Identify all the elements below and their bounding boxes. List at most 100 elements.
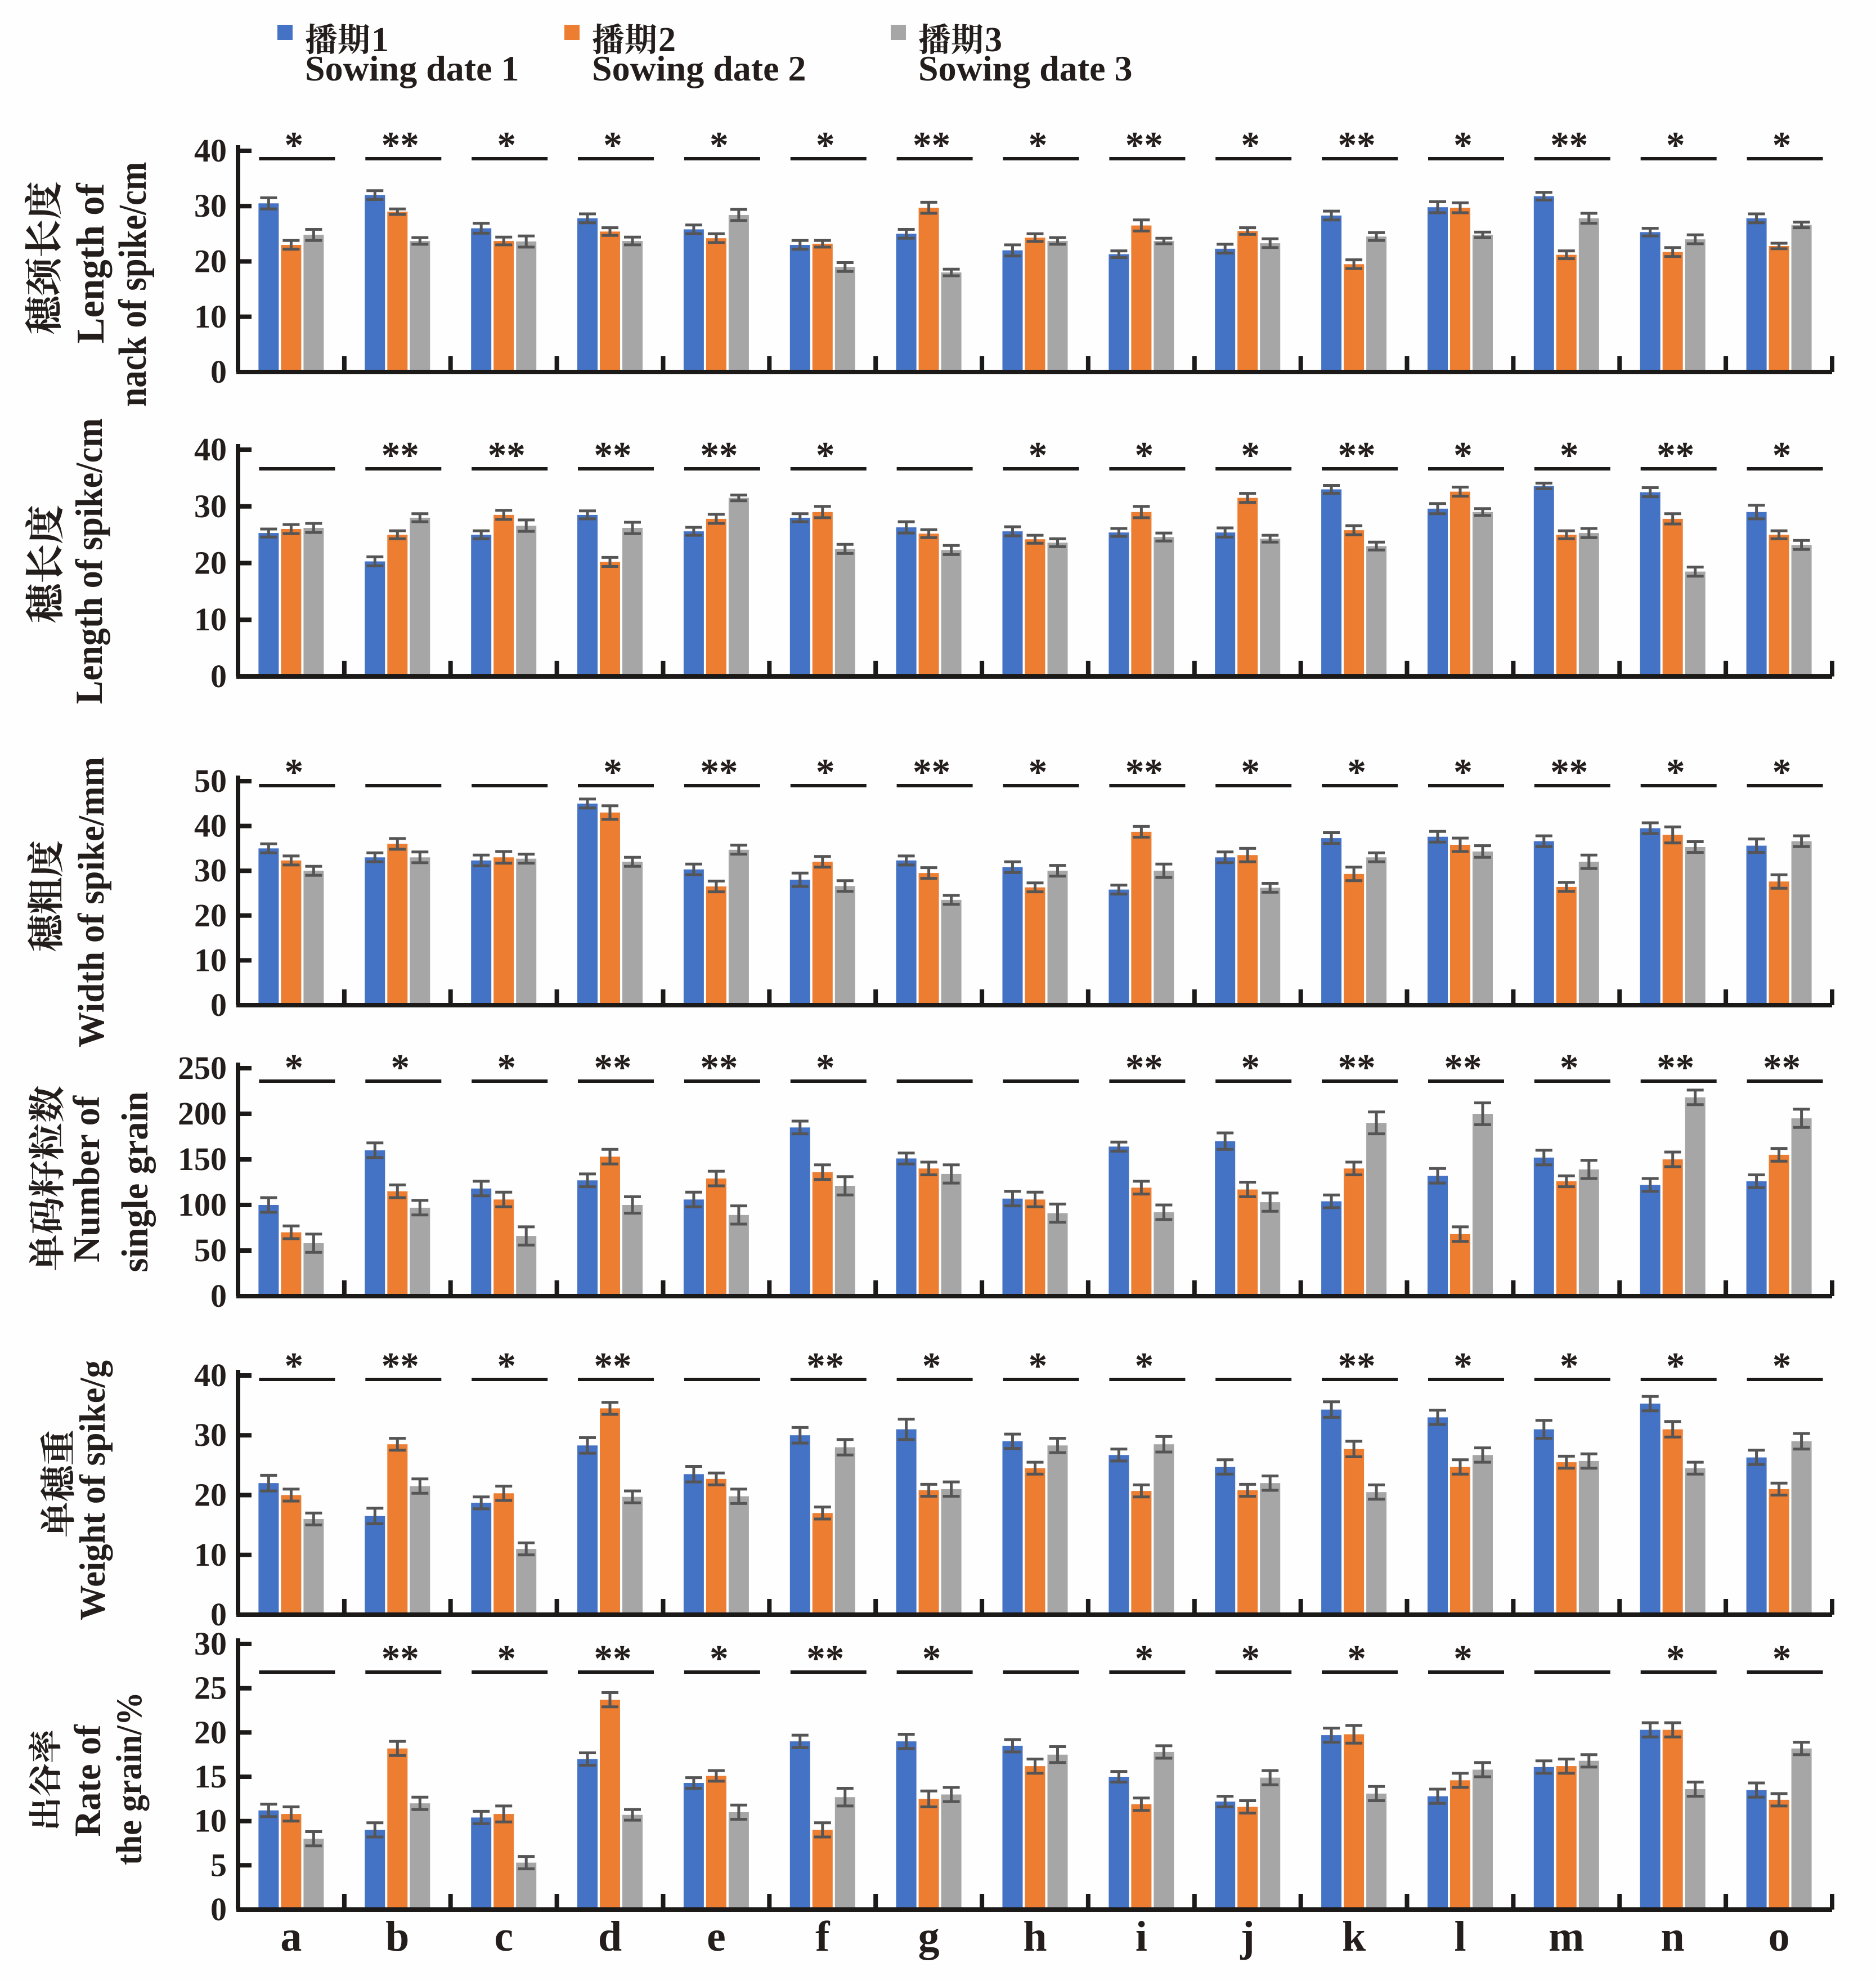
svg-text:j: j [1240, 1913, 1255, 1960]
svg-text:*: * [1347, 1638, 1366, 1679]
svg-text:*: * [603, 751, 622, 793]
svg-text:40: 40 [194, 1357, 227, 1393]
svg-text:10: 10 [194, 1536, 227, 1573]
svg-text:g: g [918, 1913, 940, 1960]
svg-text:*: * [1560, 1047, 1579, 1088]
svg-text:Weight of spike/g: Weight of spike/g [73, 1360, 113, 1620]
svg-text:f: f [815, 1913, 831, 1960]
svg-text:**: ** [806, 1345, 844, 1387]
svg-text:*: * [1241, 124, 1260, 166]
svg-text:**: ** [1657, 434, 1694, 476]
svg-text:*: * [1666, 1638, 1685, 1679]
svg-text:20: 20 [194, 897, 227, 934]
svg-text:k: k [1342, 1913, 1366, 1960]
svg-text:*: * [1135, 434, 1154, 476]
svg-text:0: 0 [210, 353, 227, 390]
svg-text:Width of spike/mm: Width of spike/mm [71, 757, 112, 1047]
svg-text:100: 100 [178, 1186, 227, 1223]
svg-text:n: n [1661, 1913, 1685, 1960]
svg-text:40: 40 [194, 431, 227, 468]
svg-text:*: * [1029, 1345, 1048, 1387]
svg-text:**: ** [1444, 1047, 1482, 1088]
svg-text:**: ** [594, 1047, 632, 1088]
svg-text:15: 15 [194, 1758, 227, 1795]
svg-text:**: ** [594, 1345, 632, 1387]
svg-text:*: * [710, 1638, 729, 1679]
svg-text:**: ** [1125, 751, 1163, 793]
svg-text:200: 200 [178, 1095, 227, 1132]
svg-text:0: 0 [210, 1891, 227, 1928]
svg-text:250: 250 [178, 1050, 227, 1086]
svg-text:*: * [1135, 1638, 1154, 1679]
svg-text:d: d [598, 1913, 622, 1960]
svg-text:20: 20 [194, 545, 227, 581]
svg-text:20: 20 [194, 1714, 227, 1750]
svg-text:20: 20 [194, 1477, 227, 1513]
svg-text:*: * [1453, 124, 1473, 166]
svg-text:30: 30 [194, 852, 227, 889]
svg-text:150: 150 [178, 1141, 227, 1177]
svg-text:*: * [1029, 751, 1048, 793]
svg-text:Length of: Length of [69, 183, 113, 344]
svg-text:e: e [707, 1913, 726, 1960]
svg-text:**: ** [594, 434, 632, 476]
svg-text:nack of spike/cm: nack of spike/cm [111, 162, 155, 407]
svg-text:0: 0 [210, 987, 227, 1023]
svg-text:**: ** [806, 1638, 844, 1679]
svg-text:10: 10 [194, 942, 227, 978]
svg-text:*: * [1241, 751, 1260, 793]
svg-text:**: ** [1550, 751, 1588, 793]
svg-text:30: 30 [194, 1625, 227, 1662]
svg-text:single grain: single grain [114, 1092, 156, 1272]
svg-text:40: 40 [194, 132, 227, 169]
svg-text:30: 30 [194, 488, 227, 525]
svg-text:*: * [1772, 1638, 1792, 1679]
svg-text:m: m [1549, 1913, 1584, 1960]
svg-text:*: * [285, 124, 304, 166]
svg-text:**: ** [913, 124, 950, 166]
svg-text:Length of spike/cm: Length of spike/cm [68, 418, 110, 704]
svg-text:i: i [1136, 1913, 1147, 1960]
svg-text:**: ** [913, 751, 950, 793]
svg-text:*: * [922, 1345, 941, 1387]
svg-text:*: * [1241, 1638, 1260, 1679]
svg-text:0: 0 [210, 1596, 227, 1633]
svg-text:Sowing date 2: Sowing date 2 [592, 48, 806, 88]
svg-text:**: ** [382, 1638, 419, 1679]
svg-text:20: 20 [194, 243, 227, 280]
svg-text:*: * [1772, 1345, 1792, 1387]
svg-text:*: * [497, 1047, 516, 1088]
svg-text:**: ** [382, 1345, 419, 1387]
svg-text:5: 5 [210, 1847, 227, 1883]
svg-text:*: * [285, 1345, 304, 1387]
svg-text:*: * [391, 1047, 410, 1088]
svg-text:*: * [1029, 124, 1048, 166]
svg-text:**: ** [488, 434, 526, 476]
svg-text:*: * [816, 434, 835, 476]
svg-text:*: * [816, 751, 835, 793]
svg-text:*: * [1666, 124, 1685, 166]
svg-text:Number of: Number of [66, 1095, 107, 1262]
svg-text:0: 0 [210, 1278, 227, 1314]
svg-text:0: 0 [210, 658, 227, 694]
svg-text:10: 10 [194, 601, 227, 638]
svg-text:**: ** [700, 751, 738, 793]
svg-text:*: * [1135, 1345, 1154, 1387]
svg-text:**: ** [1657, 1047, 1694, 1088]
svg-text:c: c [494, 1913, 513, 1960]
svg-text:h: h [1023, 1913, 1047, 1960]
svg-text:*: * [1560, 1345, 1579, 1387]
svg-text:*: * [1772, 124, 1792, 166]
svg-text:*: * [1241, 1047, 1260, 1088]
svg-text:**: ** [700, 1047, 738, 1088]
svg-text:1: 1 [371, 21, 389, 59]
svg-text:10: 10 [194, 1803, 227, 1839]
svg-text:50: 50 [194, 1232, 227, 1269]
svg-text:**: ** [1125, 124, 1163, 166]
svg-text:*: * [1772, 434, 1792, 476]
svg-text:Sowing date 1: Sowing date 1 [305, 48, 519, 88]
svg-text:*: * [497, 1345, 516, 1387]
svg-text:30: 30 [194, 1417, 227, 1453]
svg-text:*: * [1666, 1345, 1685, 1387]
svg-text:Sowing date 3: Sowing date 3 [918, 48, 1133, 88]
